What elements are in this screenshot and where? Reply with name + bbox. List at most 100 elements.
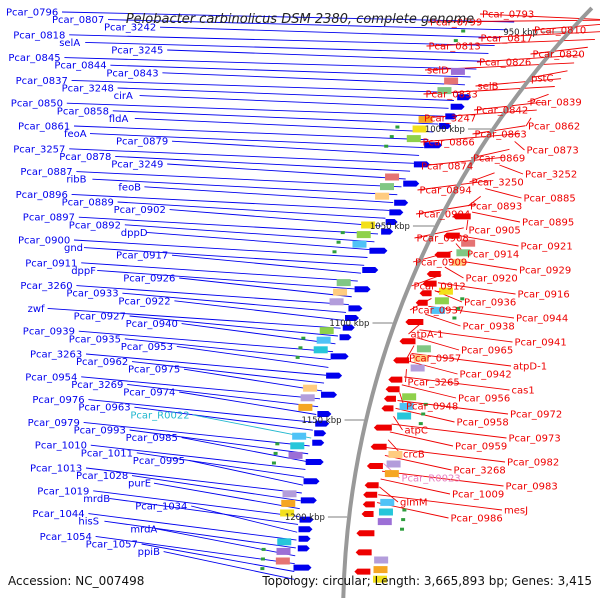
feature-dot-mark <box>295 355 300 359</box>
connector-line <box>381 470 504 487</box>
gene-arrow-mark <box>363 491 378 498</box>
connector-line <box>459 235 519 247</box>
connector-line <box>444 266 464 279</box>
gene-arrow-mark <box>356 530 375 537</box>
feature-block-mark <box>437 87 452 95</box>
connector-line <box>527 93 549 103</box>
left-gene-label: Pcar_1057 <box>86 540 138 551</box>
tick-label: 1150 kbp <box>301 416 341 426</box>
connector-line <box>408 360 458 375</box>
right-gene-label: Pcar_0938 <box>463 322 515 333</box>
gene-arrow-mark <box>298 526 313 533</box>
connector-line <box>191 505 298 533</box>
left-gene-label: Pcar_0902 <box>114 205 166 216</box>
right-gene-label: Pcar_0914 <box>467 250 519 261</box>
left-gene-label: fldA <box>109 114 129 125</box>
feature-block-mark <box>276 547 291 555</box>
connector-line <box>92 178 398 196</box>
right-gene-label: Pcar_0842 <box>476 106 528 117</box>
connector-line <box>129 315 339 337</box>
gene-arrow-mark <box>321 391 338 398</box>
gene-arrow-mark <box>370 443 387 450</box>
left-gene-label: Pcar_0993 <box>74 426 126 437</box>
feature-block-mark <box>386 460 401 468</box>
connector-line <box>131 361 325 384</box>
right-gene-label: Pcar_0905 <box>469 226 521 237</box>
left-gene-label: Pcar_0889 <box>62 198 114 209</box>
connector-line <box>69 148 415 164</box>
right-gene-label: Pcar_0972 <box>510 410 562 421</box>
feature-block-mark <box>333 288 348 296</box>
connector-line <box>129 429 309 455</box>
left-gene-label: selA <box>59 38 80 49</box>
gene-arrow-mark <box>415 299 428 306</box>
connector-line <box>530 46 588 55</box>
connector-line <box>146 231 371 251</box>
right-gene-label: Pcar_0866 <box>423 138 475 149</box>
map-title: Pelobacter carbinolicus DSM 2380, comple… <box>126 12 474 27</box>
left-gene-label: Pcar_0807 <box>52 15 104 26</box>
left-gene-label: Pcar_0935 <box>69 334 121 345</box>
left-gene-label: cirA <box>114 91 133 102</box>
connector-line <box>466 219 469 231</box>
gene-arrow-mark <box>385 219 398 225</box>
left-gene-label: feoB <box>118 182 141 193</box>
connector-line <box>479 13 600 20</box>
right-gene-label: Pcar_0941 <box>515 338 567 349</box>
feature-dot-mark <box>261 547 266 551</box>
right-gene-label: Pcar_0983 <box>506 482 558 493</box>
connector-line <box>104 520 296 549</box>
feature-block-mark <box>456 249 471 257</box>
right-gene-label: Pcar_0936 <box>464 298 516 309</box>
connector-line <box>169 209 382 227</box>
connector-line <box>391 423 507 439</box>
left-gene-label: dppD <box>121 228 148 239</box>
connector-line <box>66 102 444 117</box>
left-gene-label: ppiB <box>138 547 160 558</box>
right-gene-label: cas1 <box>512 386 535 397</box>
right-gene-label: Pcar_0813 <box>429 42 481 53</box>
feature-block-mark <box>385 173 400 181</box>
feature-block-mark <box>352 240 367 248</box>
gene-arrow-mark <box>405 319 424 325</box>
left-gene-label: Pcar_3248 <box>62 84 114 95</box>
right-gene-label: atpA-1 <box>411 330 444 341</box>
connector-line <box>71 193 390 211</box>
tick-label: 950 kbp <box>503 28 538 38</box>
left-gene-label: Pcar_1013 <box>30 464 82 475</box>
connector-line <box>379 486 399 503</box>
feature-block-mark <box>356 231 371 239</box>
right-gene-label: Pcar_0948 <box>406 402 458 413</box>
connector-line <box>425 313 461 327</box>
left-gene-label: Pcar_0953 <box>121 342 173 353</box>
connector-line <box>476 54 581 63</box>
connector-line <box>418 156 505 167</box>
gene-arrow-mark <box>362 267 379 273</box>
gene-arrow-mark <box>354 568 371 575</box>
feature-dot-mark <box>260 567 265 571</box>
left-gene-label: Pcar_0845 <box>8 53 60 64</box>
connector-line <box>64 57 477 70</box>
connector-line <box>78 330 334 353</box>
connector-line <box>88 399 315 423</box>
right-gene-label: Pcar_0929 <box>519 266 571 277</box>
connector-line <box>97 269 355 290</box>
connector-line <box>386 447 506 463</box>
feature-dot-mark <box>384 144 389 148</box>
connector-line <box>528 70 568 79</box>
feature-dot-mark <box>460 297 465 301</box>
right-gene-label: Pcar_0839 <box>530 98 582 109</box>
feature-block-mark <box>416 345 431 353</box>
left-gene-label: Pcar_0975 <box>128 365 180 376</box>
feature-dot-mark <box>395 125 400 129</box>
gene-arrow-mark <box>393 357 410 364</box>
right-gene-label: atpD-1 <box>513 362 547 373</box>
connector-line <box>73 125 429 141</box>
right-gene-label: selD <box>427 66 449 77</box>
left-gene-label: Pcar_0844 <box>54 61 106 72</box>
gene-arrow-mark <box>443 232 460 239</box>
left-gene-label: Pcar_0985 <box>126 433 178 444</box>
left-gene-label: Pcar_1019 <box>37 486 89 497</box>
